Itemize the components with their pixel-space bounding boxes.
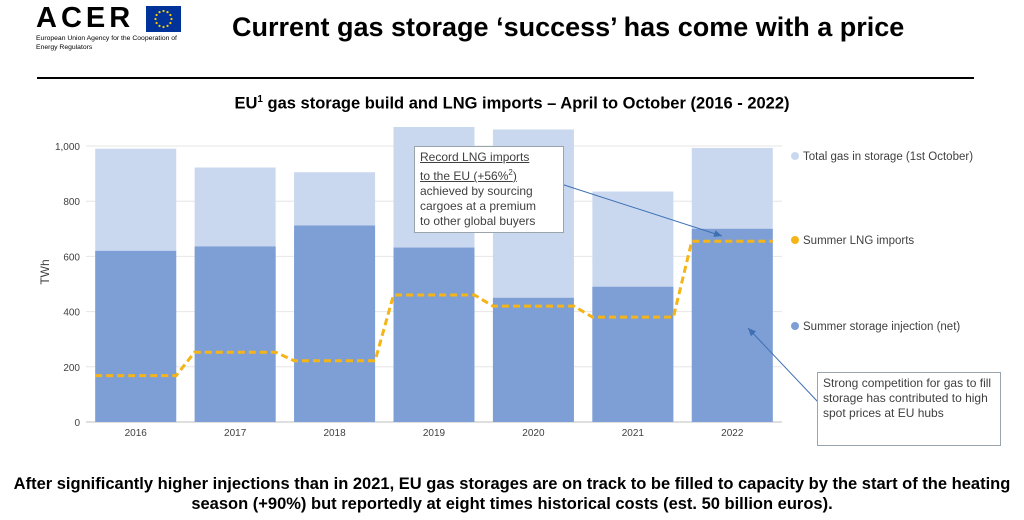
legend-label: Summer LNG imports [803, 235, 915, 247]
agency-name: European Union Agency for the Cooperatio… [36, 35, 177, 51]
legend-dot [791, 236, 799, 244]
y-tick-label: 400 [63, 308, 80, 319]
lng-callout-arrowhead [713, 230, 722, 237]
lng-callout-line2-post: ) [512, 169, 517, 183]
summary-text: After significantly higher injections th… [13, 475, 1011, 513]
lng-callout-line2-pre: to the EU (+56% [420, 169, 509, 183]
legend-dot [791, 322, 799, 330]
injection-bar [592, 286, 674, 422]
y-axis-label: TWh [38, 259, 52, 284]
lng-callout-line1: Record LNG imports [420, 150, 530, 164]
lng-callout-line2-sup: 2 [508, 168, 513, 177]
competition-callout-arrowhead [748, 328, 757, 337]
lng-callout: Record LNG imports to the EU (+56%2) ach… [414, 146, 564, 233]
acer-logo: ACER [36, 2, 135, 34]
x-tick-label: 2022 [721, 428, 744, 439]
chart-title-main: EU [234, 94, 258, 113]
injection-bar [691, 228, 773, 422]
title-divider [37, 77, 974, 79]
x-tick-label: 2019 [423, 428, 446, 439]
chart-title: EU1 gas storage build and LNG imports – … [0, 94, 1024, 114]
lng-callout-arrow [560, 183, 723, 237]
y-tick-label: 600 [63, 252, 80, 263]
injection-bar [95, 250, 177, 422]
lng-callout-line3: achieved by sourcing [420, 184, 533, 198]
eu-flag-icon [146, 6, 181, 32]
x-tick-label: 2016 [125, 428, 148, 439]
injection-bar [492, 297, 574, 422]
slide-title: Current gas storage ‘success’ has come w… [232, 12, 905, 42]
x-tick-label: 2018 [323, 428, 346, 439]
legend-dot [791, 152, 799, 160]
lng-callout-line4: cargoes at a premium [420, 199, 537, 213]
x-tick-label: 2017 [224, 428, 247, 439]
competition-callout-arrow [747, 327, 819, 403]
x-tick-label: 2020 [522, 428, 545, 439]
injection-bar [393, 247, 475, 422]
y-tick-label: 200 [63, 363, 80, 374]
legend-label: Total gas in storage (1st October) [803, 151, 974, 163]
injection-bar [194, 246, 276, 422]
legend-lng-imports: Summer LNG imports [791, 235, 914, 247]
injection-bar [294, 225, 376, 422]
legend-total-storage: Total gas in storage (1st October) [791, 151, 973, 163]
competition-callout: Strong competition for gas to fill stora… [817, 372, 1001, 446]
x-tick-label: 2021 [622, 428, 645, 439]
chart-title-superscript: 1 [257, 94, 263, 105]
lng-imports-line [95, 239, 773, 378]
legend-storage-injection: Summer storage injection (net) [791, 321, 960, 333]
y-tick-label: 800 [63, 197, 80, 208]
legend-label: Summer storage injection (net) [803, 321, 961, 333]
chart-title-rest: gas storage build and LNG imports – Apri… [262, 94, 790, 113]
lng-callout-line2: to the EU (+56%2) [420, 165, 558, 184]
lng-callout-line5: to other global buyers [420, 214, 536, 228]
y-tick-label: 0 [74, 418, 80, 429]
y-tick-label: 1,000 [55, 142, 80, 153]
